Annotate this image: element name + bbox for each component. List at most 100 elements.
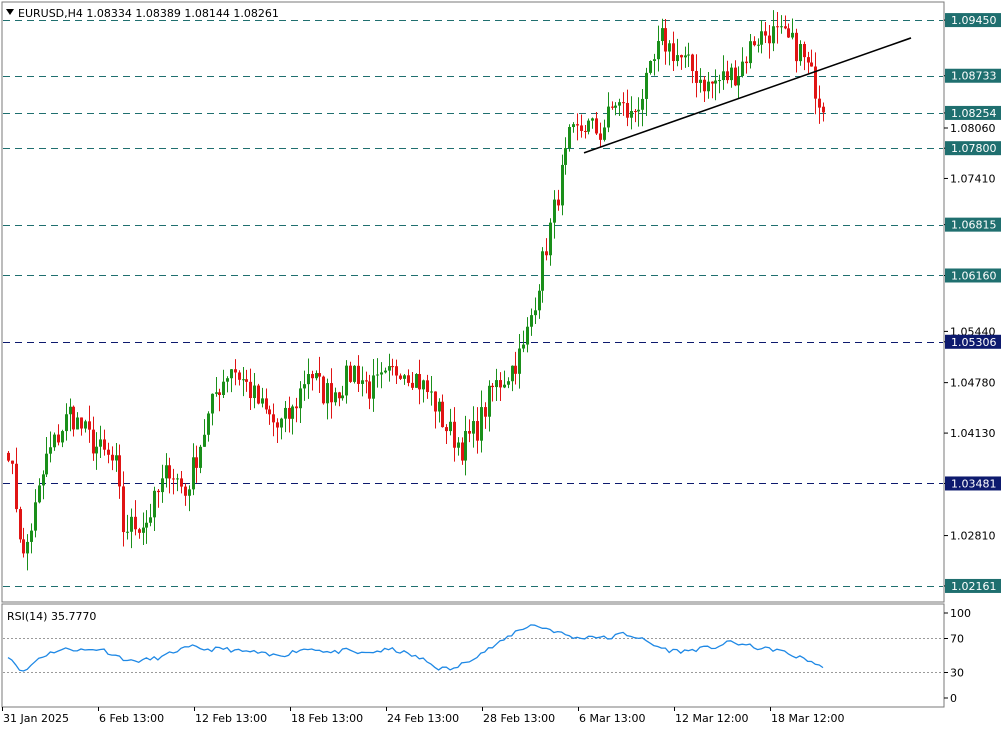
candle-173[interactable]: [672, 31, 675, 71]
candle-126[interactable]: [491, 383, 494, 402]
candle-199[interactable]: [772, 10, 775, 52]
candle-81[interactable]: [318, 356, 321, 393]
candle-99[interactable]: [388, 353, 391, 382]
candle-13[interactable]: [57, 424, 60, 446]
candle-135[interactable]: [526, 317, 529, 353]
candle-1[interactable]: [11, 460, 14, 475]
candle-29[interactable]: [118, 444, 121, 499]
candle-113[interactable]: [441, 394, 444, 428]
candle-33[interactable]: [134, 500, 137, 536]
candle-100[interactable]: [391, 358, 394, 376]
candle-121[interactable]: [472, 406, 475, 448]
candle-167[interactable]: [649, 60, 652, 75]
candle-61[interactable]: [242, 367, 245, 397]
candle-48[interactable]: [192, 443, 195, 496]
candle-194[interactable]: [753, 36, 756, 47]
candle-11[interactable]: [49, 431, 52, 463]
candle-210[interactable]: [814, 52, 817, 115]
candle-149[interactable]: [580, 114, 583, 138]
candle-190[interactable]: [737, 66, 740, 99]
candle-212[interactable]: [822, 102, 825, 122]
candle-55[interactable]: [218, 388, 221, 412]
candle-133[interactable]: [518, 333, 521, 389]
candle-138[interactable]: [538, 284, 541, 319]
candle-168[interactable]: [653, 53, 656, 76]
candle-127[interactable]: [495, 368, 498, 402]
candle-88[interactable]: [345, 360, 348, 404]
candle-96[interactable]: [376, 358, 379, 388]
candle-28[interactable]: [115, 442, 118, 472]
candle-14[interactable]: [61, 429, 64, 448]
candle-53[interactable]: [211, 393, 214, 426]
candle-209[interactable]: [810, 49, 813, 67]
candle-21[interactable]: [88, 405, 91, 443]
candle-17[interactable]: [72, 405, 75, 437]
candle-115[interactable]: [449, 408, 452, 436]
candle-137[interactable]: [534, 297, 537, 324]
candle-144[interactable]: [561, 154, 564, 216]
candle-152[interactable]: [591, 117, 594, 129]
candle-136[interactable]: [530, 308, 533, 336]
candle-70[interactable]: [276, 418, 279, 443]
candle-91[interactable]: [357, 355, 360, 392]
candle-184[interactable]: [714, 69, 717, 101]
candle-56[interactable]: [222, 369, 225, 399]
candle-34[interactable]: [138, 527, 141, 539]
candle-50[interactable]: [199, 444, 202, 474]
candle-31[interactable]: [126, 514, 129, 540]
candle-97[interactable]: [380, 362, 383, 389]
candle-132[interactable]: [514, 351, 517, 385]
symbol-dropdown-icon[interactable]: [6, 9, 14, 15]
candle-2[interactable]: [15, 447, 18, 513]
candle-141[interactable]: [549, 218, 552, 266]
candle-20[interactable]: [84, 419, 87, 433]
candle-191[interactable]: [741, 47, 744, 78]
candle-139[interactable]: [541, 247, 544, 303]
candle-35[interactable]: [142, 512, 145, 545]
candle-69[interactable]: [272, 403, 275, 437]
candle-9[interactable]: [42, 470, 45, 500]
candle-73[interactable]: [288, 396, 291, 433]
candle-166[interactable]: [645, 67, 648, 116]
candle-151[interactable]: [587, 118, 590, 135]
candle-171[interactable]: [664, 18, 667, 65]
candle-197[interactable]: [764, 21, 767, 43]
candle-106[interactable]: [415, 373, 418, 388]
candle-54[interactable]: [215, 376, 218, 397]
candle-95[interactable]: [372, 358, 375, 412]
candle-12[interactable]: [53, 432, 56, 451]
candle-94[interactable]: [368, 374, 371, 410]
candle-0[interactable]: [7, 451, 10, 463]
candle-181[interactable]: [703, 76, 706, 103]
candle-202[interactable]: [784, 15, 787, 30]
candle-204[interactable]: [791, 18, 794, 40]
rsi-line[interactable]: [7, 624, 824, 672]
support-trendline[interactable]: [583, 37, 912, 154]
candle-105[interactable]: [411, 371, 414, 390]
candle-201[interactable]: [780, 15, 783, 34]
candle-72[interactable]: [284, 401, 287, 433]
candle-10[interactable]: [45, 437, 48, 477]
candle-89[interactable]: [349, 361, 352, 383]
candle-41[interactable]: [165, 453, 168, 488]
candle-158[interactable]: [614, 102, 617, 116]
candle-169[interactable]: [657, 25, 660, 72]
candle-140[interactable]: [545, 238, 548, 261]
candle-59[interactable]: [234, 359, 237, 386]
candle-193[interactable]: [749, 33, 752, 69]
candle-4[interactable]: [22, 527, 25, 558]
candle-66[interactable]: [261, 387, 264, 408]
candle-32[interactable]: [130, 508, 133, 549]
candle-145[interactable]: [564, 137, 567, 175]
candle-23[interactable]: [95, 432, 98, 470]
candle-42[interactable]: [168, 457, 171, 494]
candle-104[interactable]: [407, 369, 410, 387]
candle-22[interactable]: [92, 416, 95, 461]
candle-65[interactable]: [257, 383, 260, 405]
candle-160[interactable]: [622, 92, 625, 116]
candle-39[interactable]: [157, 489, 160, 508]
rsi-plot-frame[interactable]: [1, 603, 945, 708]
candle-186[interactable]: [722, 55, 725, 90]
candle-76[interactable]: [299, 381, 302, 424]
candle-80[interactable]: [315, 370, 318, 381]
